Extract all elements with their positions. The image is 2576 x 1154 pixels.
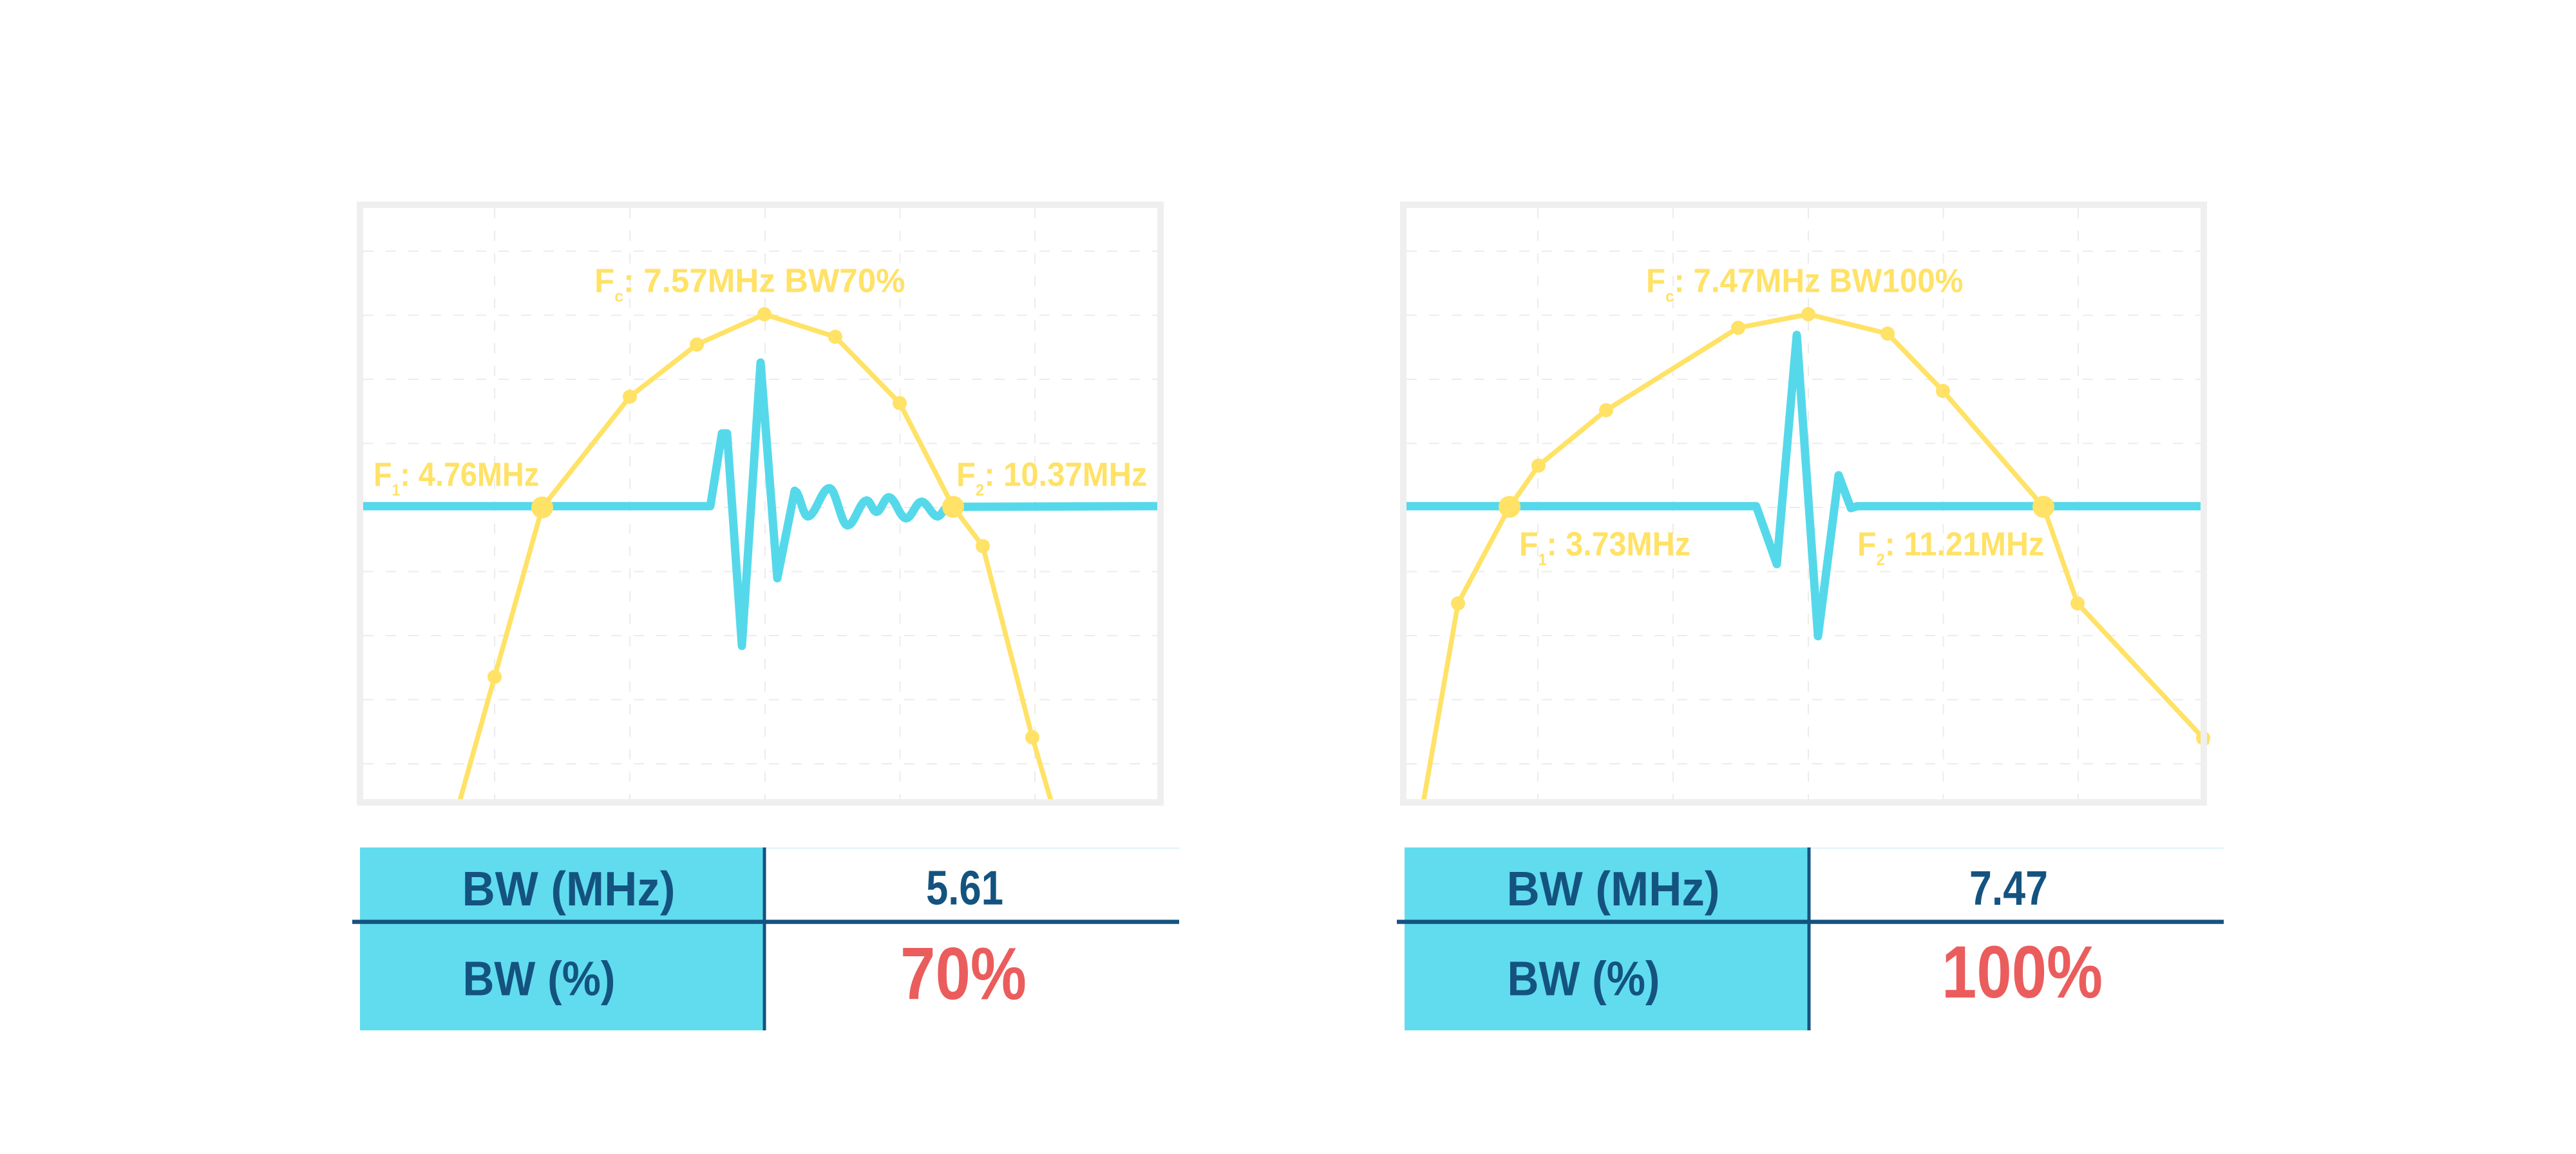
svg-text:F2: 11.21MHz: F2: 11.21MHz [1857, 525, 2044, 569]
svg-text:5.61: 5.61 [926, 860, 1003, 914]
svg-text:BW (%): BW (%) [1508, 951, 1660, 1005]
svg-text:F2: 10.37MHz: F2: 10.37MHz [956, 455, 1148, 499]
svg-text:F1: 3.73MHz: F1: 3.73MHz [1519, 525, 1690, 569]
svg-text:Fc: 7.47MHz BW100%: Fc: 7.47MHz BW100% [1646, 262, 1963, 306]
svg-text:BW (MHz): BW (MHz) [462, 862, 676, 916]
svg-text:BW (%): BW (%) [463, 951, 616, 1005]
svg-text:F1: 4.76MHz: F1: 4.76MHz [374, 456, 539, 499]
svg-text:Fc: 7.57MHz BW70%: Fc: 7.57MHz BW70% [594, 262, 905, 305]
svg-text:100%: 100% [1942, 931, 2103, 1014]
svg-text:70%: 70% [900, 933, 1027, 1016]
svg-text:7.47: 7.47 [1969, 861, 2048, 915]
svg-text:BW (MHz): BW (MHz) [1507, 862, 1720, 916]
